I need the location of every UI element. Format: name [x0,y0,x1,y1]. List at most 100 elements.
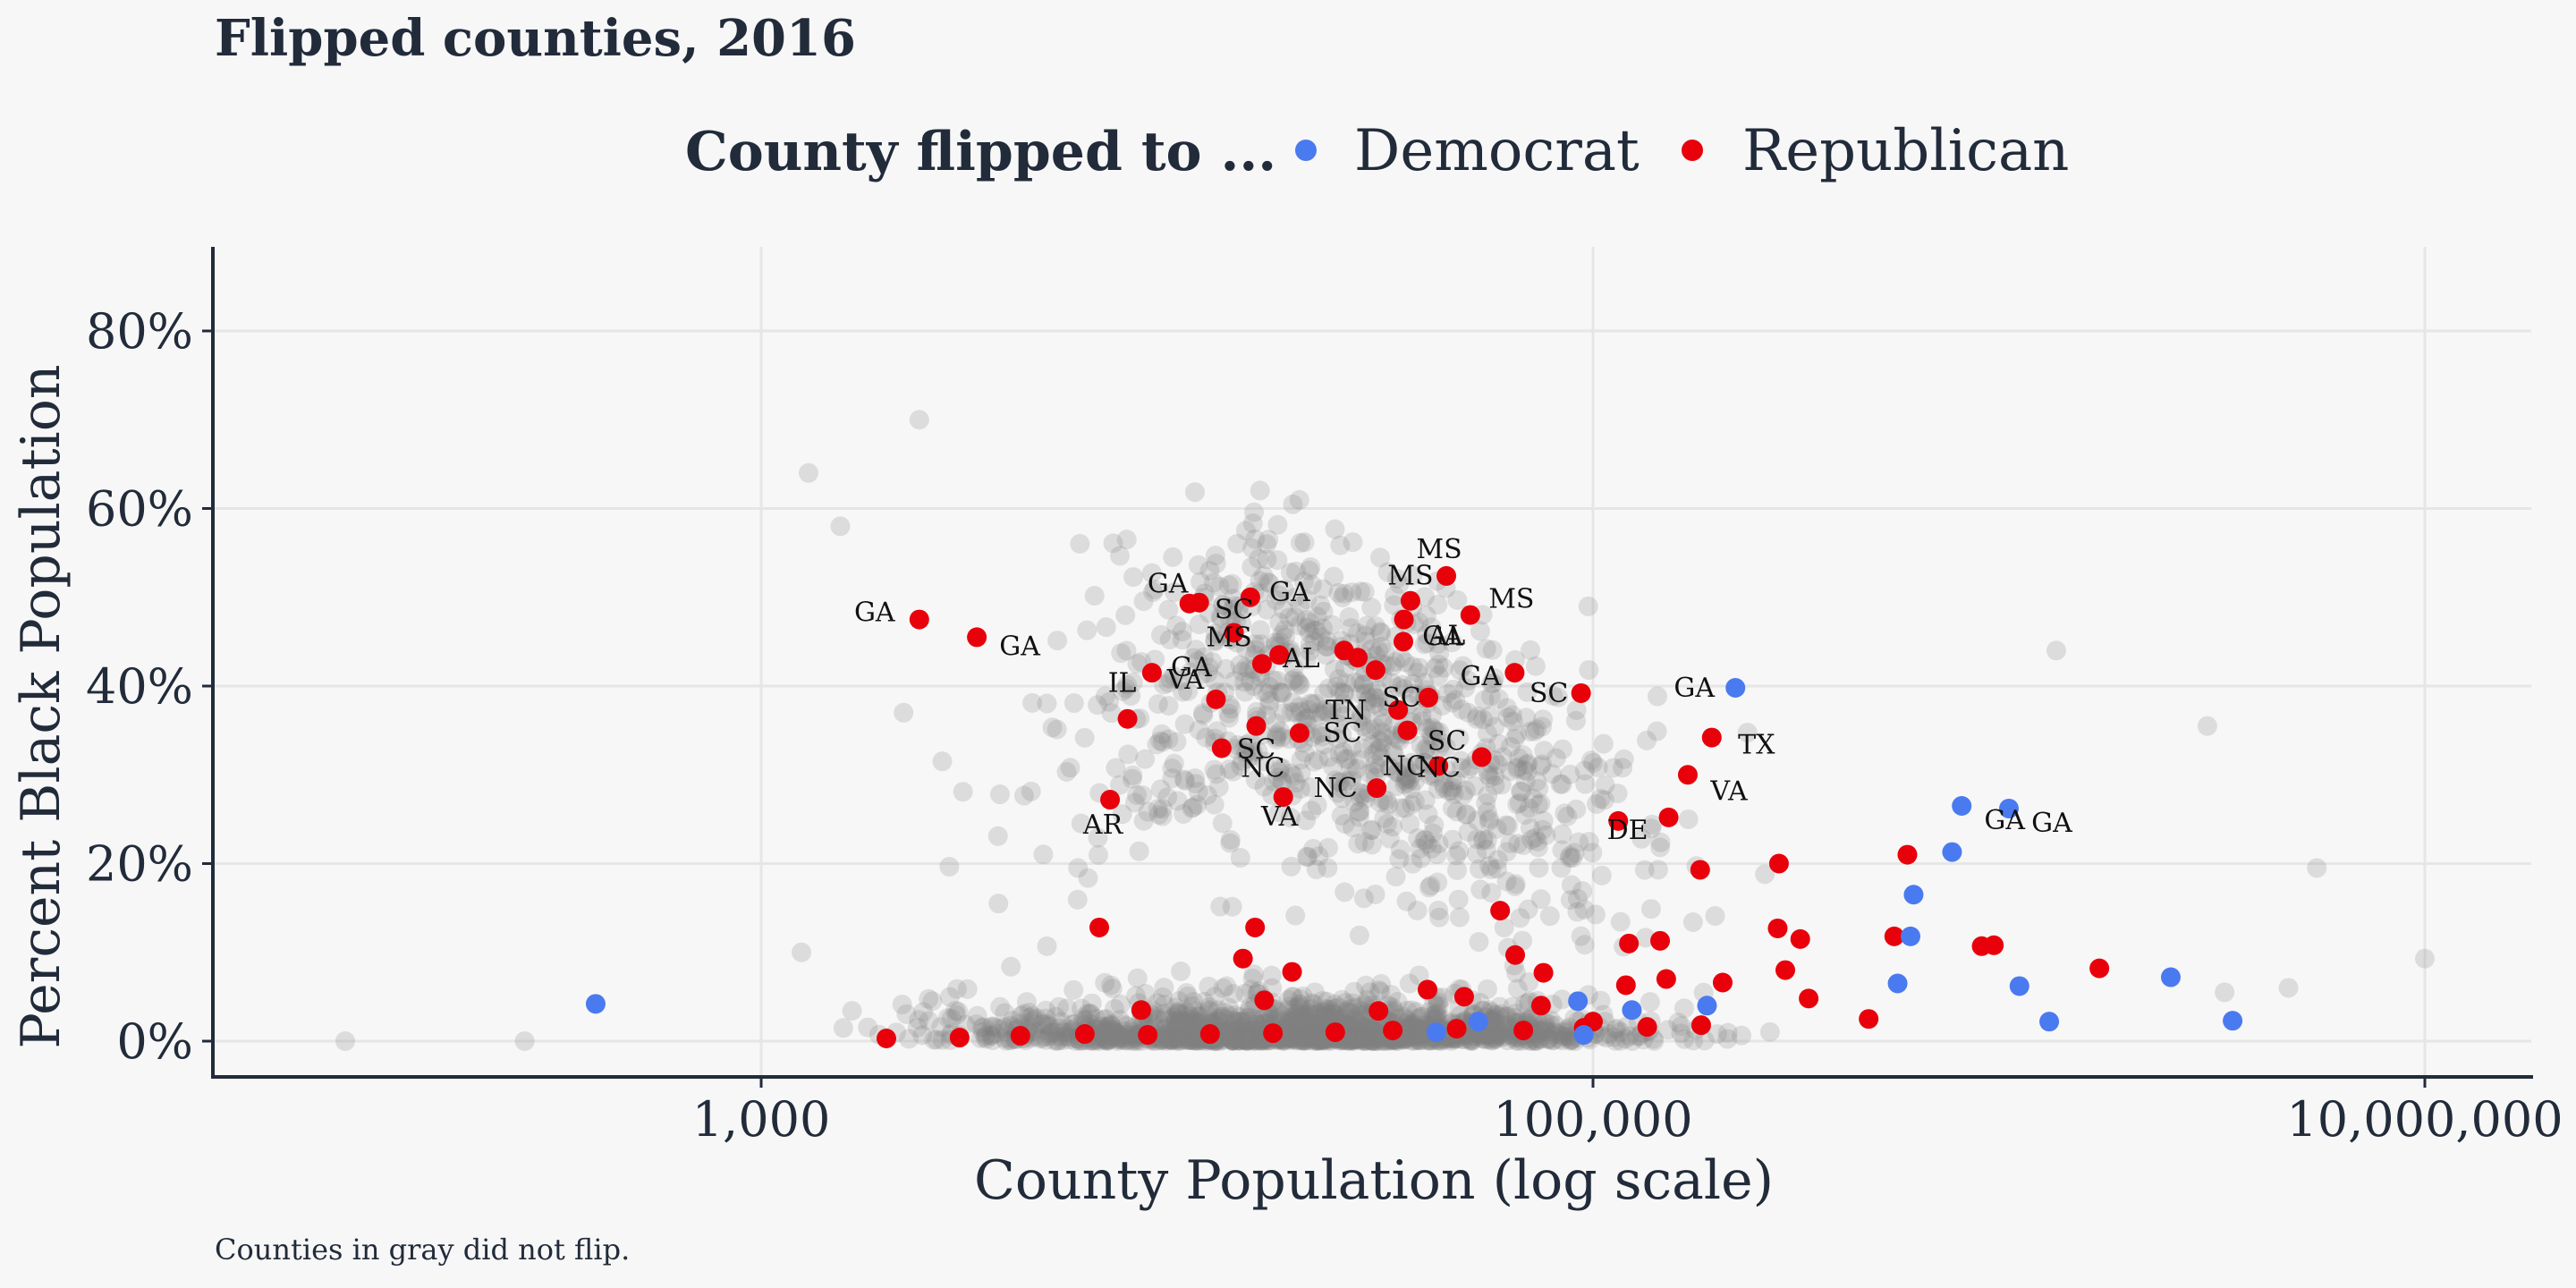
non-flipped-county-point [1281,856,1301,877]
non-flipped-county-point [1343,1010,1364,1030]
non-flipped-county-point [1357,1020,1377,1040]
non-flipped-county-point [1055,1026,1076,1046]
non-flipped-county-point [1242,746,1263,767]
non-flipped-county-point [1507,724,1528,745]
non-flipped-county-point [1408,1018,1428,1038]
non-flipped-county-point [1238,1030,1258,1051]
non-flipped-county-point [1410,1026,1430,1046]
non-flipped-county-point [1162,1030,1182,1050]
non-flipped-county-point [1048,996,1069,1017]
non-flipped-county-point [1500,736,1521,757]
non-flipped-county-point [945,1000,966,1021]
non-flipped-county-point [1225,1004,1246,1025]
non-flipped-county-point [1477,801,1497,822]
non-flipped-county-point [1190,1006,1210,1027]
non-flipped-county-point [1240,1029,1260,1049]
non-flipped-county-point [1148,1010,1169,1030]
non-flipped-county-point [1308,1016,1328,1037]
non-flipped-county-point [1161,1029,1182,1049]
non-flipped-county-point [1674,1029,1695,1049]
non-flipped-county-point [1487,1026,1507,1046]
non-flipped-county-point [957,979,978,999]
non-flipped-county-point [1487,1020,1508,1040]
non-flipped-county-point [1213,1006,1233,1027]
non-flipped-county-point [1404,1027,1425,1047]
non-flipped-county-point [1352,1030,1372,1051]
non-flipped-county-point [1604,1027,1624,1047]
non-flipped-county-point [1351,1022,1371,1043]
non-flipped-county-point [1206,764,1226,784]
non-flipped-county-point [1485,1012,1505,1032]
non-flipped-county-point [1288,1021,1309,1042]
non-flipped-county-point [913,1002,934,1022]
non-flipped-county-point [1154,1019,1174,1039]
non-flipped-county-point [1231,1012,1251,1032]
non-flipped-county-point [1160,1030,1181,1051]
non-flipped-county-point [1092,1016,1113,1037]
state-label: GA [854,597,895,629]
non-flipped-county-point [1114,1014,1135,1035]
non-flipped-county-point [2307,858,2327,878]
non-flipped-county-point [1488,1025,1509,1046]
non-flipped-county-point [1217,1026,1238,1046]
non-flipped-county-point [1107,1030,1128,1051]
non-flipped-county-point [1107,1029,1128,1049]
non-flipped-county-point [1368,1025,1388,1046]
non-flipped-county-point [1095,1030,1115,1051]
non-flipped-county-point [1170,1016,1191,1037]
non-flipped-county-point [1283,987,1303,1007]
non-flipped-county-point [1191,572,1211,592]
non-flipped-county-point [1409,1030,1429,1050]
non-flipped-county-point [1488,1022,1509,1043]
non-flipped-county-point [1127,784,1148,805]
non-flipped-county-point [1157,1016,1177,1037]
non-flipped-county-point [896,1004,917,1024]
non-flipped-county-point [1212,813,1233,834]
non-flipped-county-point [1647,721,1667,741]
non-flipped-county-point [1335,814,1355,835]
non-flipped-county-point [1506,962,1527,983]
democrat-county-point [1426,1022,1446,1043]
non-flipped-county-point [1486,1004,1506,1025]
non-flipped-county-point [1498,816,1519,836]
non-flipped-county-point [1220,829,1241,850]
non-flipped-county-point [1406,1002,1427,1022]
non-flipped-county-point [1384,1003,1404,1023]
non-flipped-county-point [1165,1012,1185,1032]
non-flipped-county-point [1472,830,1493,851]
non-flipped-county-point [1330,535,1351,555]
non-flipped-county-point [1717,1022,1738,1043]
non-flipped-county-point [1349,801,1369,821]
non-flipped-county-point [1286,1023,1307,1044]
non-flipped-county-point [1396,891,1417,911]
non-flipped-county-point [1657,1020,1678,1040]
non-flipped-county-point [1168,1027,1189,1047]
non-flipped-county-point [1674,998,1694,1019]
non-flipped-county-point [1423,1005,1444,1026]
non-flipped-county-point [1403,1019,1424,1039]
non-flipped-county-point [1527,1030,1547,1051]
non-flipped-county-point [1356,1027,1377,1047]
non-flipped-county-point [1216,1021,1237,1041]
non-flipped-county-point [1231,1027,1251,1047]
non-flipped-county-point [1215,1009,1235,1030]
non-flipped-county-point [1356,975,1377,996]
state-label: GA [1422,621,1463,652]
non-flipped-county-point [1168,1004,1189,1024]
non-flipped-county-point [1283,1029,1303,1049]
non-flipped-county-point [1229,1022,1250,1043]
republican-county-point [1100,790,1121,810]
republican-county-point [1368,1001,1389,1021]
non-flipped-county-point [1242,741,1263,762]
non-flipped-county-point [1030,1029,1050,1049]
non-flipped-county-point [1168,1004,1189,1024]
non-flipped-county-point [1199,976,1219,996]
republican-county-point [1530,996,1551,1016]
non-flipped-county-point [1221,1029,1241,1049]
non-flipped-county-point [985,1023,1005,1044]
democrat-county-point [1952,795,1972,816]
non-flipped-county-point [1515,805,1536,826]
non-flipped-county-point [1114,1027,1135,1047]
non-flipped-county-point [932,751,953,772]
non-flipped-county-point [1177,1002,1198,1022]
